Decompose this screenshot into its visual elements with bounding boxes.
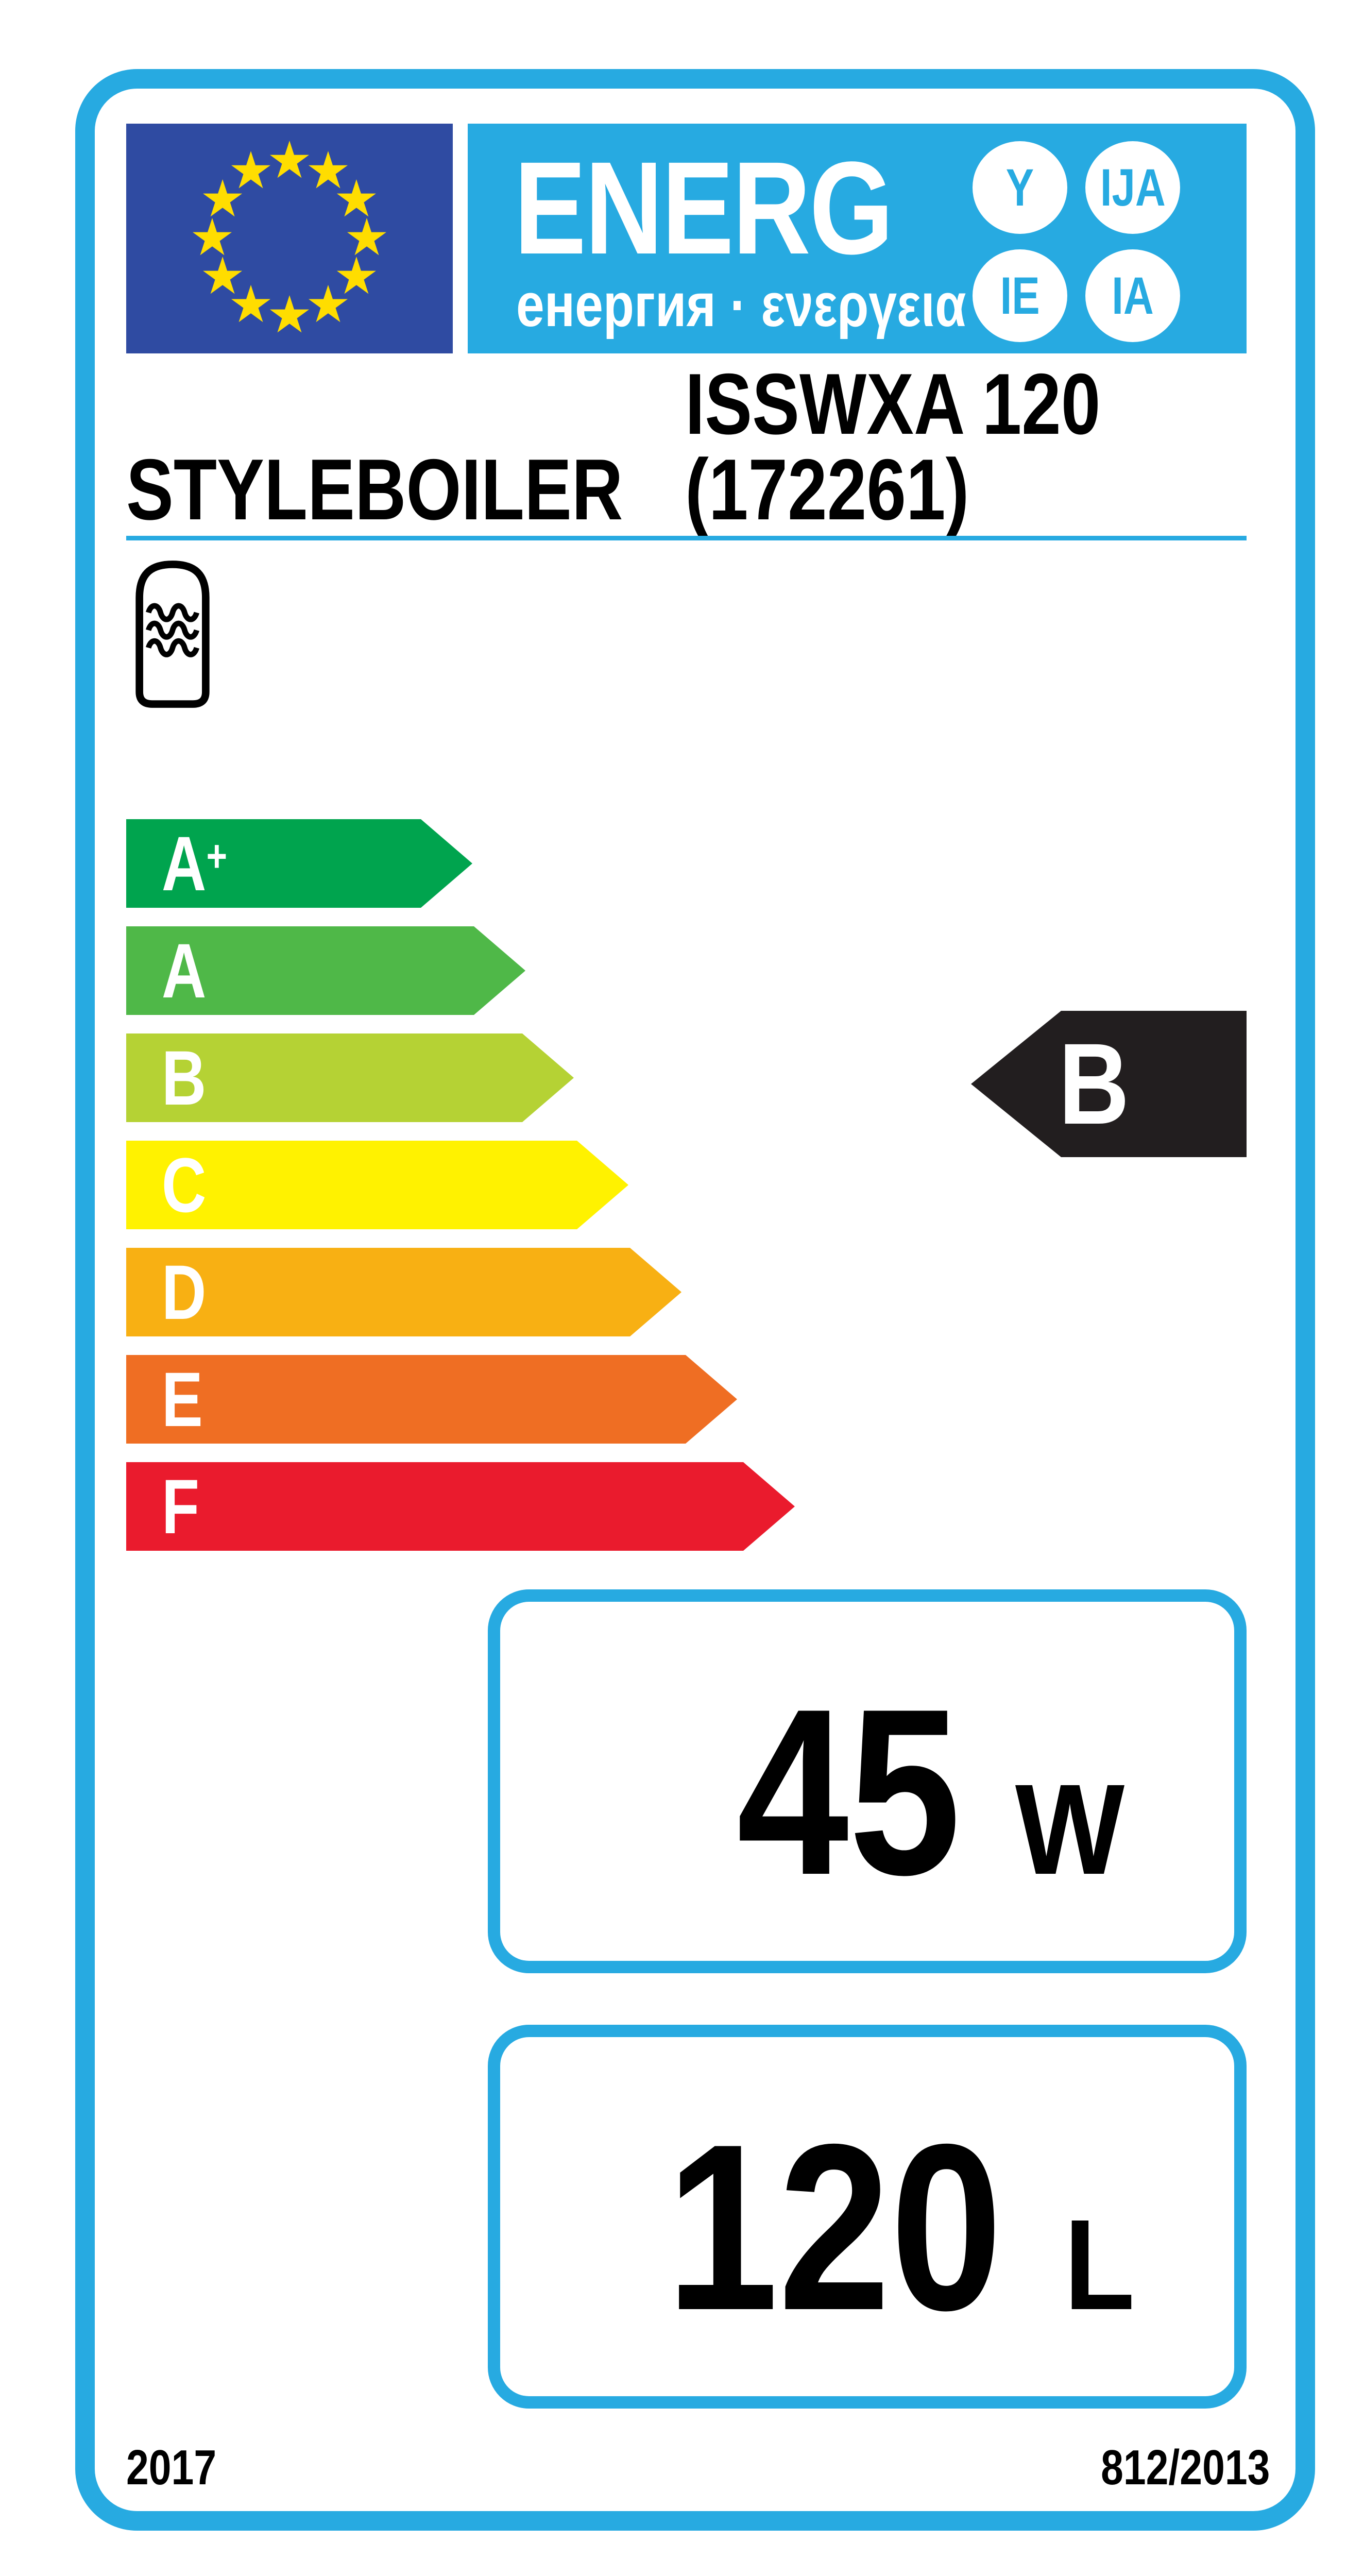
efficiency-class-a-plus: A+ (126, 819, 472, 908)
water-heater-tank-icon (135, 561, 210, 708)
eu-flag-icon (126, 124, 453, 353)
current-rating-letter: B (1059, 1020, 1130, 1148)
brand-name: STYLEBOILER (126, 441, 623, 538)
standing-loss-box: 45 W (488, 1589, 1247, 1973)
storage-volume-unit: L (1064, 2193, 1135, 2336)
efficiency-class-b: B (126, 1033, 574, 1122)
plus-superscript: + (206, 831, 228, 882)
efficiency-class-c: C (126, 1141, 628, 1229)
efficiency-class-f: F (126, 1462, 795, 1551)
efficiency-class-a: A (126, 926, 525, 1015)
regulation-number: 812/2013 (1100, 2440, 1270, 2495)
standing-loss-unit: W (1015, 1757, 1125, 1901)
energ-wordmark-text: ENERG (514, 134, 894, 282)
standing-loss-value: 45 (737, 1660, 961, 1924)
model-number: ISSWXA 120 (685, 355, 1101, 452)
model-code: (172261) (685, 441, 969, 538)
language-badge-ia: IA (1085, 249, 1180, 342)
label-year: 2017 (126, 2440, 217, 2495)
storage-volume-box: 120 L (488, 2025, 1247, 2409)
storage-volume-value: 120 (666, 2095, 1002, 2360)
efficiency-class-e: E (126, 1355, 737, 1444)
efficiency-class-d: D (126, 1248, 681, 1336)
label-border (75, 69, 1315, 2531)
header-divider (126, 536, 1247, 540)
energ-subtitle-text: енергия · ενεργεια (516, 270, 966, 340)
energ-subtitle: енергия · ενεργεια (516, 274, 1065, 336)
language-badge-ie: IE (973, 249, 1067, 342)
energ-wordmark: ENERG (514, 142, 975, 274)
energy-logo-panel: ENERG енергия · ενεργεια Y IJA IE IA (468, 124, 1247, 353)
language-badge-y: Y (973, 141, 1067, 234)
language-badge-ija: IJA (1085, 141, 1180, 234)
